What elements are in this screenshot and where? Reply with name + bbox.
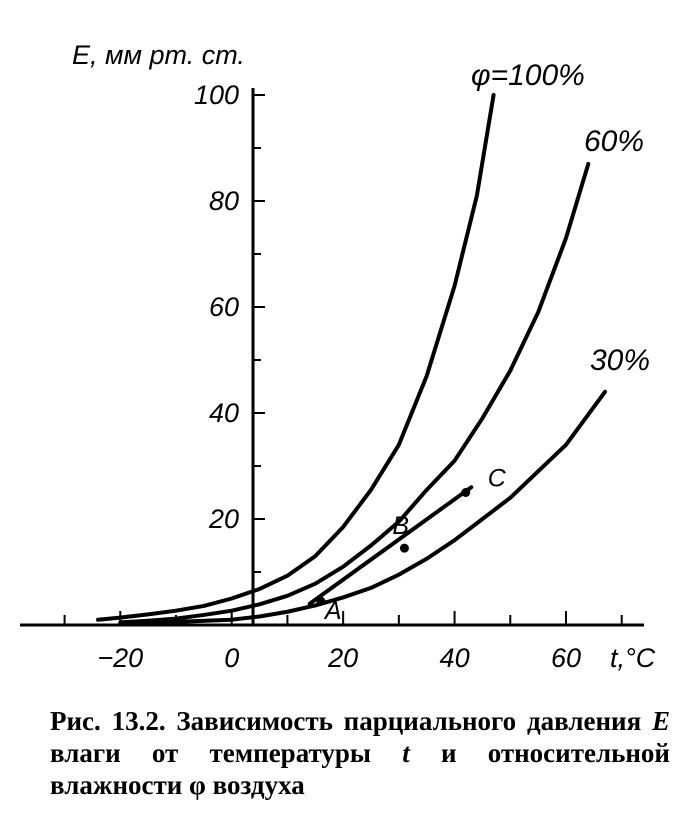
point-label-b: B [392, 512, 409, 540]
caption-var-e: E [651, 706, 670, 736]
caption-prefix: Рис. 13.2. [50, 706, 166, 736]
curve-phi-60 [118, 161, 591, 625]
x-tick-label: −20 [97, 643, 143, 673]
segment-ac [307, 485, 474, 606]
curve-label-30: 30% [590, 344, 650, 377]
point-b [399, 543, 409, 553]
chart-points [316, 488, 471, 606]
point-label-a: A [323, 597, 342, 625]
chart-ticks [63, 94, 623, 625]
y-tick-label: 80 [209, 186, 239, 216]
curve-label-100: φ=100% [471, 59, 585, 92]
humidity-chart: −20 0 20 40 60 20 40 60 80 100 A B Cφ=100% 60% 30% E,… [20, 40, 656, 673]
chart-tick-labels: −20 0 20 40 60 20 40 60 80 100 [97, 80, 581, 673]
x-tick-label: 0 [224, 643, 239, 673]
x-axis-title: t,°C [610, 643, 656, 673]
caption-part2: влаги от температуры [50, 738, 372, 768]
x-tick-label: 60 [551, 643, 581, 673]
curve-phi-100 [96, 93, 496, 622]
y-tick-label: 40 [209, 398, 239, 428]
caption-part1: Зависимость парциального давления [176, 706, 642, 736]
x-tick-label: 20 [327, 643, 358, 673]
figure-caption: Рис. 13.2. Зависимость парциального давл… [50, 705, 670, 801]
point-a [316, 596, 326, 606]
chart-segments [307, 485, 474, 606]
chart-curves [96, 93, 607, 626]
chart-labels: A B Cφ=100% 60% 30% [323, 59, 650, 625]
x-tick-label: 40 [440, 643, 470, 673]
y-tick-label: 60 [209, 292, 239, 322]
y-tick-label: 100 [194, 80, 239, 110]
point-c [461, 488, 471, 497]
y-tick-label: 20 [208, 504, 239, 534]
chart-axes [20, 88, 644, 627]
curve-phi-30 [118, 389, 607, 626]
y-axis-title: E, мм рт. ст. [72, 40, 245, 70]
caption-var-t: t [402, 738, 410, 768]
curve-label-60: 60% [584, 125, 644, 158]
point-label-c: C [488, 465, 507, 493]
caption-part3: и относительной влажности φ воздуха [50, 738, 670, 800]
